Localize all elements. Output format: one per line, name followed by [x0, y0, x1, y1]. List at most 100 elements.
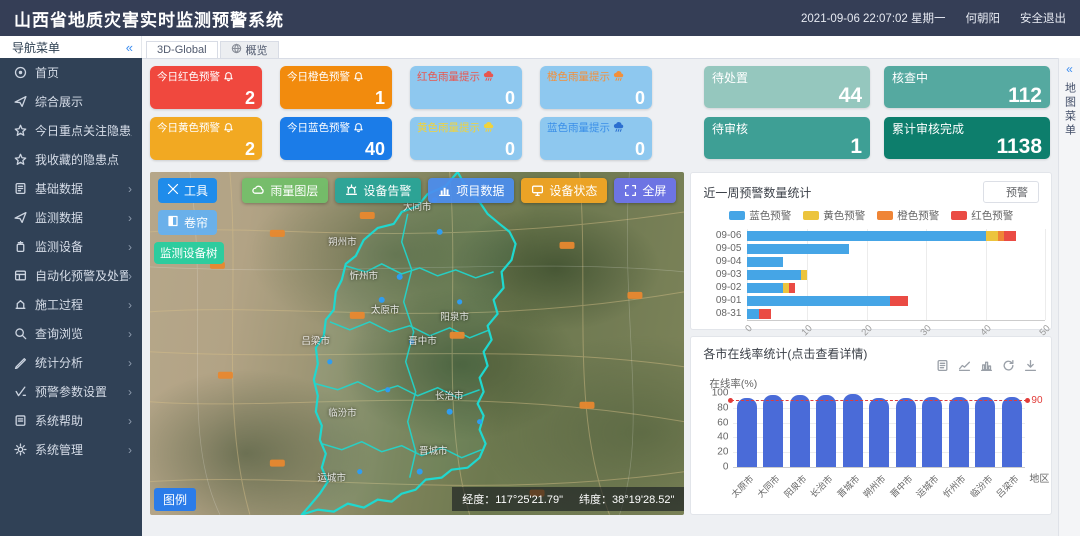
sidebar-item[interactable]: 施工过程 › [0, 290, 142, 319]
map-layer-button-label: 全屏 [642, 184, 667, 198]
map-layer-button[interactable]: 项目数据 [428, 178, 515, 203]
warning-card-label: 今日黄色预警 [157, 122, 220, 134]
online-rate-title: 各市在线率统计(点击查看详情) [703, 347, 868, 361]
bar-track [747, 256, 784, 267]
bar[interactable] [922, 396, 943, 467]
status-card[interactable]: 累计审核完成 1138 [884, 117, 1050, 159]
sidebar-item[interactable]: 监测数据 › [0, 203, 142, 232]
warning-card[interactable]: 黄色雨量提示 0 [410, 117, 522, 160]
warning-filter-select[interactable]: 预警 [983, 181, 1039, 203]
legend-item[interactable]: 黄色预警 [803, 208, 865, 223]
star-icon [14, 153, 27, 166]
status-card-label: 累计审核完成 [892, 122, 965, 136]
map-layer-button-label: 项目数据 [456, 184, 505, 198]
tab-3D-Global[interactable]: 3D-Global [146, 41, 218, 58]
sidebar-item[interactable]: 查询浏览 › [0, 319, 142, 348]
restore-icon[interactable] [1002, 359, 1015, 372]
nav-panel-title: 导航菜单 [12, 40, 61, 55]
screen-icon [531, 184, 544, 197]
warning-card-value: 40 [364, 139, 385, 159]
bar-segment [747, 256, 784, 267]
map-device-tree-button[interactable]: 监测设备树 [154, 242, 224, 264]
bar[interactable] [816, 395, 837, 467]
longitude-readout: 经度：117°25'21.79" [462, 494, 563, 506]
status-card[interactable]: 待处置 44 [704, 66, 870, 108]
map-coordinates: 经度：117°25'21.79" 纬度：38°19'28.52" [452, 487, 685, 511]
warning-card[interactable]: 蓝色雨量提示 0 [540, 117, 652, 160]
online-rate-chart: 0 20 40 60 80 100 90 太原市 大同市 阳泉市 长治市 晋城市 朔州市 晋中市 运城市忻… [712, 388, 1050, 500]
map-menu-strip[interactable]: « 地图菜单 [1058, 58, 1080, 536]
warning-card[interactable]: 今日橙色预警 1 [280, 66, 392, 109]
sidebar-item[interactable]: 系统帮助 › [0, 406, 142, 435]
line-chart-icon[interactable] [958, 359, 971, 372]
bar[interactable] [1001, 396, 1022, 467]
legend-item[interactable]: 橙色预警 [877, 208, 939, 223]
collapse-sidebar-icon[interactable]: « [125, 39, 133, 55]
map-curtain-button[interactable]: 卷帘 [158, 210, 218, 235]
warning-card[interactable]: 红色雨量提示 0 [410, 66, 522, 109]
legend-item[interactable]: 蓝色预警 [729, 208, 791, 223]
rain-icon [613, 71, 624, 82]
chevron-right-icon: › [128, 384, 132, 399]
status-card[interactable]: 待审核 1 [704, 117, 870, 159]
online-rate-card: 各市在线率统计(点击查看详情) 在线率(%) 0 20 40 60 80 100 90 太原… [690, 336, 1052, 515]
legend-item[interactable]: 红色预警 [951, 208, 1013, 223]
status-card-value: 1 [850, 135, 862, 158]
sidebar-item[interactable]: 今日重点关注隐患点 [0, 116, 142, 145]
rain-icon [483, 71, 494, 82]
map[interactable]: 朔州市 大同市 忻州市 太原市 阳泉市 吕梁市 晋中市 长治市 临汾市 晋城市 运城市 工具 卷帘 … [150, 172, 685, 515]
sidebar-item[interactable]: 预警参数设置 › [0, 377, 142, 406]
map-layer-button[interactable]: 设备告警 [335, 178, 422, 203]
bar[interactable] [842, 393, 863, 467]
map-layer-button[interactable]: 全屏 [614, 178, 677, 203]
bar[interactable] [948, 396, 969, 467]
legend-swatch [803, 211, 820, 220]
map-tools-button[interactable]: 工具 [158, 178, 218, 203]
bar[interactable] [763, 395, 784, 467]
status-card-label: 待审核 [712, 122, 749, 136]
satellite-imagery [150, 172, 685, 515]
data-view-icon[interactable] [936, 359, 949, 372]
sidebar-item-label: 查询浏览 [35, 327, 84, 341]
sidebar-item[interactable]: 首页 [0, 58, 142, 87]
sidebar-item[interactable]: 系统管理 › [0, 435, 142, 464]
map-legend-button[interactable]: 图例 [154, 488, 197, 511]
collapse-map-menu-icon[interactable]: « [1066, 62, 1073, 76]
sidebar-item[interactable]: 基础数据 › [0, 174, 142, 203]
bar[interactable] [975, 397, 996, 467]
sidebar-item[interactable]: 统计分析 › [0, 348, 142, 377]
bar[interactable] [869, 398, 890, 467]
warning-card[interactable]: 今日红色预警 2 [150, 66, 262, 109]
tab-概览[interactable]: 概览 [219, 41, 279, 58]
status-card-value: 112 [1008, 84, 1042, 107]
online-rate-plot: 0 20 40 60 80 100 90 [712, 388, 1043, 473]
logout-link[interactable]: 安全退出 [1020, 13, 1066, 25]
latitude-readout: 纬度：38°19'28.52" [579, 494, 675, 506]
bar-chart-icon[interactable] [980, 359, 993, 372]
map-device-tree-label: 监测设备树 [160, 248, 218, 260]
warning-card[interactable]: 橙色雨量提示 0 [540, 66, 652, 109]
bar[interactable] [895, 398, 916, 467]
map-layer-button[interactable]: 设备状态 [521, 178, 608, 203]
header-username[interactable]: 何朝阳 [965, 13, 1001, 25]
sidebar-item[interactable]: 我收藏的隐患点 [0, 145, 142, 174]
sidebar-item[interactable]: 综合展示 [0, 87, 142, 116]
axis-tick-label: 60 [717, 417, 729, 429]
content-row: 朔州市 大同市 忻州市 太原市 阳泉市 吕梁市 晋中市 长治市 临汾市 晋城市 运城市 工具 卷帘 … [142, 160, 1058, 515]
chevron-right-icon: › [128, 326, 132, 341]
sidebar-item[interactable]: 监测设备 › [0, 232, 142, 261]
bar[interactable] [789, 395, 810, 467]
map-layer-button[interactable]: 雨量图层 [242, 178, 329, 203]
star-icon [14, 124, 27, 137]
download-icon[interactable] [1024, 359, 1037, 372]
sidebar-item-label: 系统管理 [35, 443, 84, 457]
status-card[interactable]: 核查中 112 [884, 66, 1050, 108]
alarm-icon [353, 122, 364, 133]
bar-segment [985, 230, 998, 241]
warning-card[interactable]: 今日黄色预警 2 [150, 117, 262, 160]
bar[interactable] [736, 398, 757, 467]
sidebar-item[interactable]: 自动化预警及处置 › [0, 261, 142, 290]
warning-card[interactable]: 今日蓝色预警 40 [280, 117, 392, 160]
bar-segment [747, 282, 784, 293]
